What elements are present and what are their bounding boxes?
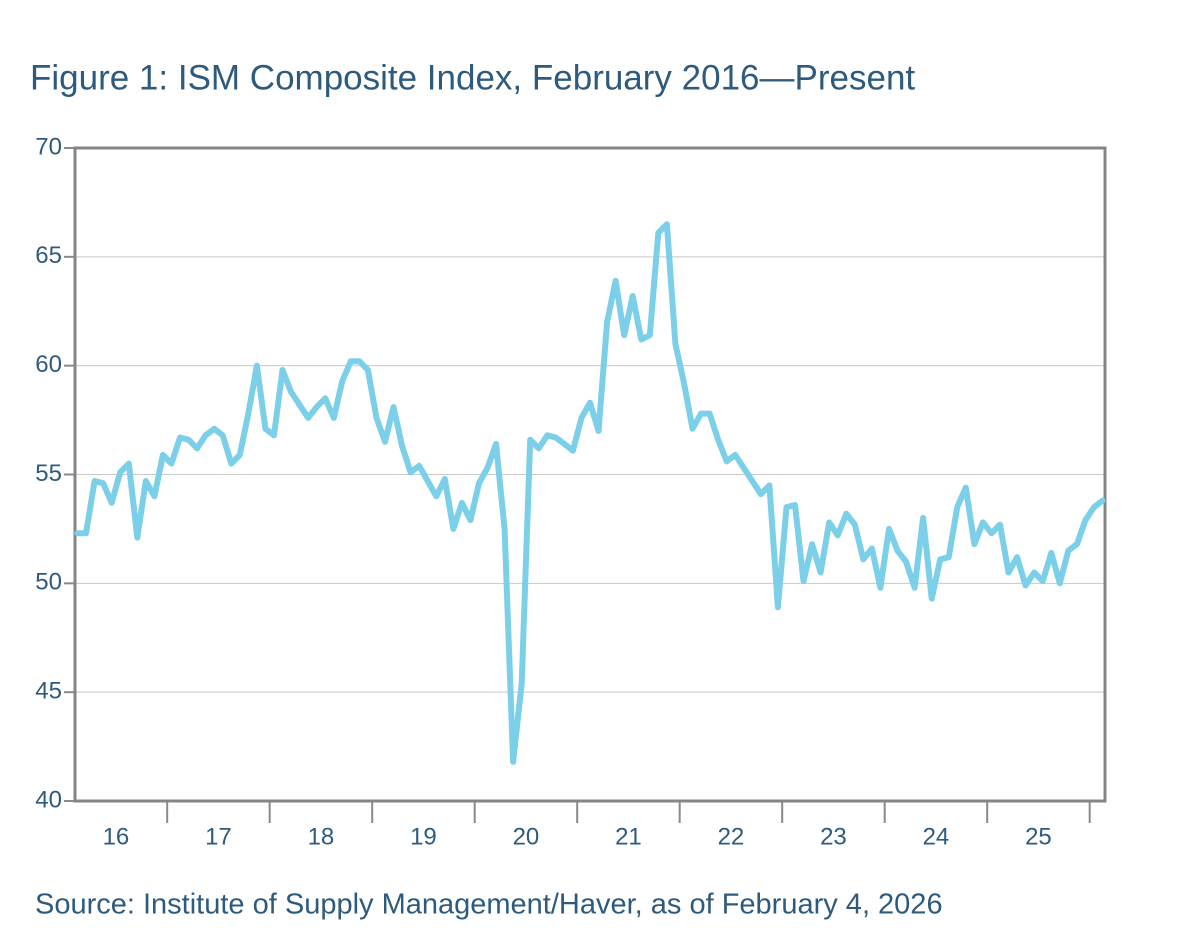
y-tick-label: 45	[35, 678, 62, 705]
y-tick-label: 60	[35, 351, 62, 378]
chart-title: Figure 1: ISM Composite Index, February …	[30, 58, 915, 97]
y-tick-label: 65	[35, 242, 62, 269]
x-tick-label: 25	[1025, 823, 1052, 850]
x-tick-label: 22	[718, 823, 745, 850]
x-tick-label: 18	[308, 823, 335, 850]
x-tick-label: 20	[513, 823, 540, 850]
plot-frame	[73, 146, 1107, 803]
y-tick-label: 55	[35, 460, 62, 487]
y-tick-label: 70	[35, 133, 62, 160]
x-tick-label: 16	[103, 823, 130, 850]
y-tick-label: 50	[35, 569, 62, 596]
x-tick-label: 24	[923, 823, 950, 850]
source-note: Source: Institute of Supply Management/H…	[35, 889, 943, 921]
y-tick-label: 40	[35, 786, 62, 813]
data-line	[74, 221, 1106, 765]
x-tick-label: 23	[820, 823, 847, 850]
x-tick-label: 21	[615, 823, 642, 850]
x-tick-label: 17	[205, 823, 232, 850]
x-tick-label: 19	[410, 823, 437, 850]
